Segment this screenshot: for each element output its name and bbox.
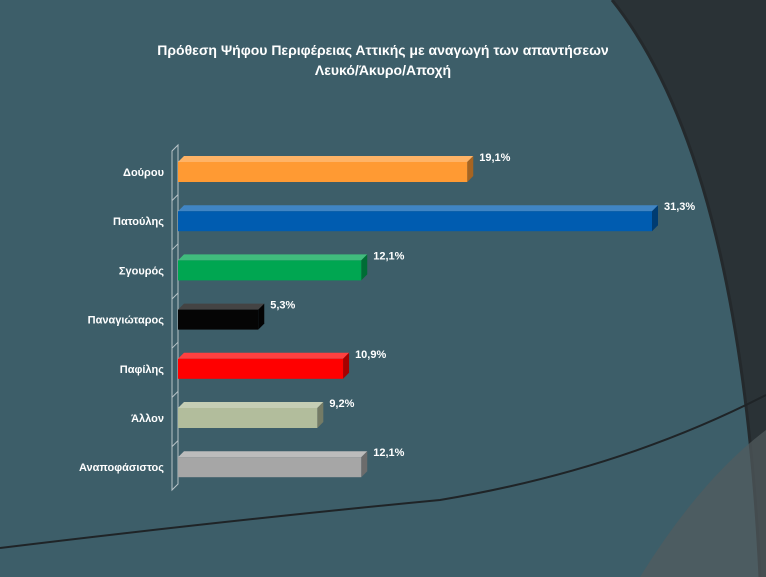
bar-group <box>178 451 368 478</box>
axis-tick <box>171 194 179 201</box>
bar <box>178 162 468 182</box>
bar-group <box>178 156 474 182</box>
bar-top-face <box>178 451 368 458</box>
category-label: Πατούλης <box>113 216 164 228</box>
data-label: 5,3% <box>270 300 295 312</box>
category-axis <box>171 143 179 492</box>
bar-top-face <box>178 352 350 359</box>
category-label: Σγουρός <box>119 265 164 277</box>
bar-side-face <box>258 303 265 330</box>
bar <box>178 211 652 232</box>
axis-tick <box>171 243 179 251</box>
bar-top-face <box>178 303 265 310</box>
axis-tick <box>171 292 179 300</box>
bar-group <box>178 352 350 379</box>
bar-side-face <box>361 451 368 478</box>
category-label: Άλλον <box>131 413 164 425</box>
decorative-curve <box>0 394 766 549</box>
category-label: Αναποφάσιστος <box>79 462 164 474</box>
bar-group <box>178 402 324 428</box>
chart-title-line-2: Λευκό/Άκυρο/Αποχή <box>314 62 452 78</box>
data-label: 9,2% <box>329 398 354 410</box>
chart-title-line-1: Πρόθεση Ψήφου Περιφέρειας Αττικής με ανα… <box>157 42 609 58</box>
data-label: 12,1% <box>373 250 404 262</box>
bar <box>178 260 362 281</box>
bar-top-face <box>178 402 324 408</box>
bar-top-face <box>178 205 658 212</box>
bar-group <box>178 254 368 281</box>
axis-tick <box>171 391 179 398</box>
category-label: Δούρου <box>123 167 164 179</box>
data-label: 19,1% <box>479 152 510 164</box>
bar <box>178 457 362 478</box>
axis-tick <box>171 341 179 349</box>
data-label: 31,3% <box>664 201 695 213</box>
bar-top-face <box>178 254 368 261</box>
data-label: 10,9% <box>355 349 386 361</box>
bar-group <box>178 205 658 232</box>
category-label: Παφίλης <box>120 364 164 376</box>
bar <box>178 408 318 428</box>
data-label: 12,1% <box>373 447 404 459</box>
bar-group <box>178 303 265 330</box>
bar-top-face <box>178 156 474 162</box>
bar-side-face <box>343 352 350 379</box>
category-label: Παναγιώταρος <box>88 315 165 327</box>
bar-side-face <box>652 205 658 232</box>
bar-side-face <box>317 402 324 428</box>
bar <box>178 309 259 330</box>
bar-side-face <box>467 156 474 182</box>
bar <box>178 358 344 379</box>
bar-side-face <box>361 254 368 281</box>
axis-tick <box>171 440 179 447</box>
